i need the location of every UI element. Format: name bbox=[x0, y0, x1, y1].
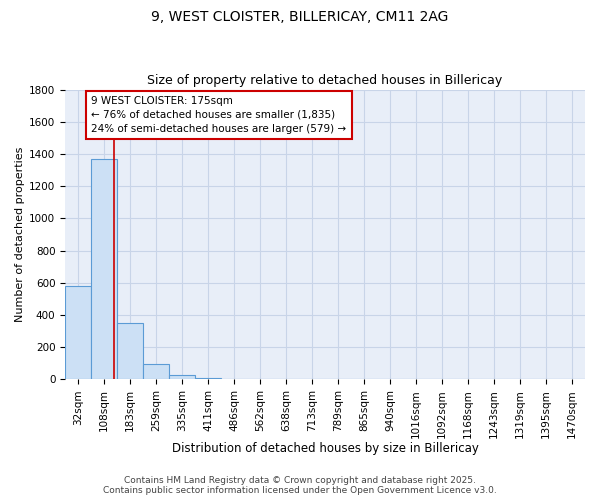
Text: Contains HM Land Registry data © Crown copyright and database right 2025.
Contai: Contains HM Land Registry data © Crown c… bbox=[103, 476, 497, 495]
Bar bbox=[91, 159, 117, 380]
Bar bbox=[221, 378, 247, 380]
Text: 9, WEST CLOISTER, BILLERICAY, CM11 2AG: 9, WEST CLOISTER, BILLERICAY, CM11 2AG bbox=[151, 10, 449, 24]
Y-axis label: Number of detached properties: Number of detached properties bbox=[15, 147, 25, 322]
Bar bbox=[169, 374, 195, 380]
Text: 9 WEST CLOISTER: 175sqm
← 76% of detached houses are smaller (1,835)
24% of semi: 9 WEST CLOISTER: 175sqm ← 76% of detache… bbox=[91, 96, 346, 134]
Bar bbox=[117, 323, 143, 380]
X-axis label: Distribution of detached houses by size in Billericay: Distribution of detached houses by size … bbox=[172, 442, 479, 455]
Bar bbox=[143, 364, 169, 380]
Bar bbox=[65, 286, 91, 380]
Title: Size of property relative to detached houses in Billericay: Size of property relative to detached ho… bbox=[148, 74, 503, 87]
Bar bbox=[195, 378, 221, 380]
